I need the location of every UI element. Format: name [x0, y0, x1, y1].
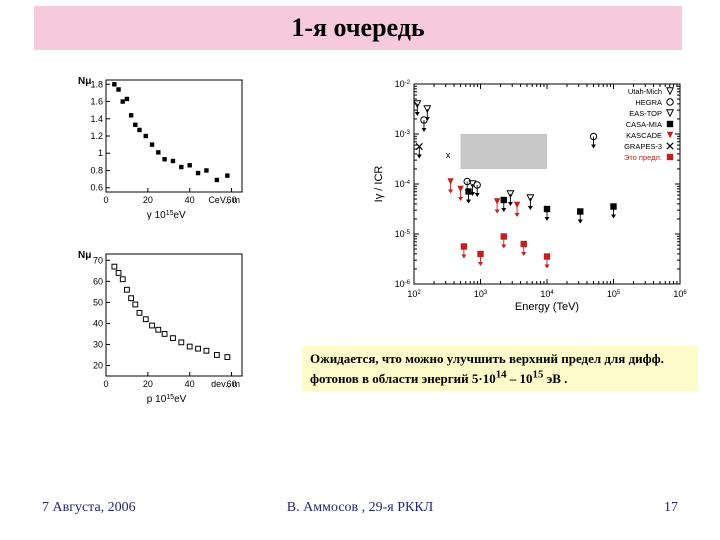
svg-text:0.6: 0.6	[90, 183, 103, 193]
svg-text:60: 60	[93, 276, 103, 286]
svg-text:1: 1	[98, 148, 103, 158]
svg-text:HEGRA: HEGRA	[635, 98, 662, 107]
svg-text:1.8: 1.8	[90, 79, 103, 89]
svg-text:1.2: 1.2	[90, 131, 103, 141]
svg-text:10-2: 10-2	[395, 79, 411, 89]
callout-sup1: 14	[496, 369, 507, 381]
svg-text:30: 30	[93, 339, 103, 349]
svg-text:105: 105	[607, 289, 621, 299]
svg-text:Utah-Mich: Utah-Mich	[628, 87, 662, 96]
svg-text:10-5: 10-5	[395, 229, 411, 239]
svg-text:GRAPES-3: GRAPES-3	[624, 142, 662, 151]
callout-sup2: 15	[533, 369, 544, 381]
svg-text:10-3: 10-3	[395, 129, 411, 139]
svg-text:20: 20	[143, 195, 153, 205]
callout-text-a: Ожидается, что можно улучшить верхний пр…	[310, 351, 664, 386]
footer-author: В. Аммосов , 29-я РККЛ	[0, 500, 720, 516]
svg-text:γ 1015eV: γ 1015eV	[147, 210, 186, 222]
svg-text:20: 20	[93, 360, 103, 370]
svg-text:104: 104	[540, 289, 554, 299]
callout-text-b: – 10	[507, 371, 533, 386]
svg-text:0.8: 0.8	[90, 165, 103, 175]
svg-text:Iγ / ICR: Iγ / ICR	[373, 166, 385, 203]
svg-text:x: x	[446, 150, 451, 160]
chart-gamma-nmu: Nμ0.60.811.21.41.61.80204060CeV., mγ 101…	[76, 72, 248, 222]
svg-text:Nμ: Nμ	[78, 76, 91, 87]
svg-text:p 1015eV: p 1015eV	[147, 394, 187, 406]
svg-text:40: 40	[93, 318, 103, 328]
svg-text:Nμ: Nμ	[78, 250, 91, 261]
svg-text:CeV., m: CeV., m	[208, 195, 240, 205]
chart-flux-ratio: 102 103 104 105 106 10-6 10-5 10-4 10-3 10-2 Energ…	[370, 74, 690, 314]
svg-text:106: 106	[673, 289, 687, 299]
svg-text:10-4: 10-4	[395, 179, 411, 189]
svg-text:dev., m: dev., m	[211, 379, 240, 389]
page-title: 1-я очередь	[291, 13, 424, 43]
svg-text:102: 102	[407, 289, 421, 299]
title-bar: 1-я очередь	[34, 6, 682, 50]
svg-text:EAS-TOP: EAS-TOP	[629, 109, 662, 118]
svg-text:10-6: 10-6	[395, 279, 411, 289]
svg-text:1.6: 1.6	[90, 97, 103, 107]
svg-text:0: 0	[103, 379, 108, 389]
chart-proton-nmu: Nμ2030405060700204060dev., mp 1015eV	[76, 246, 248, 406]
svg-text:40: 40	[185, 379, 195, 389]
expectation-callout: Ожидается, что можно улучшить верхний пр…	[302, 346, 698, 391]
footer-page-number: 17	[664, 500, 678, 516]
svg-text:KASCADE: KASCADE	[626, 131, 662, 140]
svg-text:40: 40	[185, 195, 195, 205]
svg-text:Energy (TeV): Energy (TeV)	[515, 301, 579, 313]
svg-text:1.4: 1.4	[90, 114, 103, 124]
svg-text:CASA-MIA: CASA-MIA	[626, 120, 662, 129]
svg-text:50: 50	[93, 297, 103, 307]
svg-text:Это предл.: Это предл.	[624, 153, 662, 162]
svg-text:70: 70	[93, 255, 103, 265]
svg-text:20: 20	[143, 379, 153, 389]
svg-text:0: 0	[103, 195, 108, 205]
callout-text-c: эВ .	[543, 371, 567, 386]
svg-text:103: 103	[474, 289, 488, 299]
